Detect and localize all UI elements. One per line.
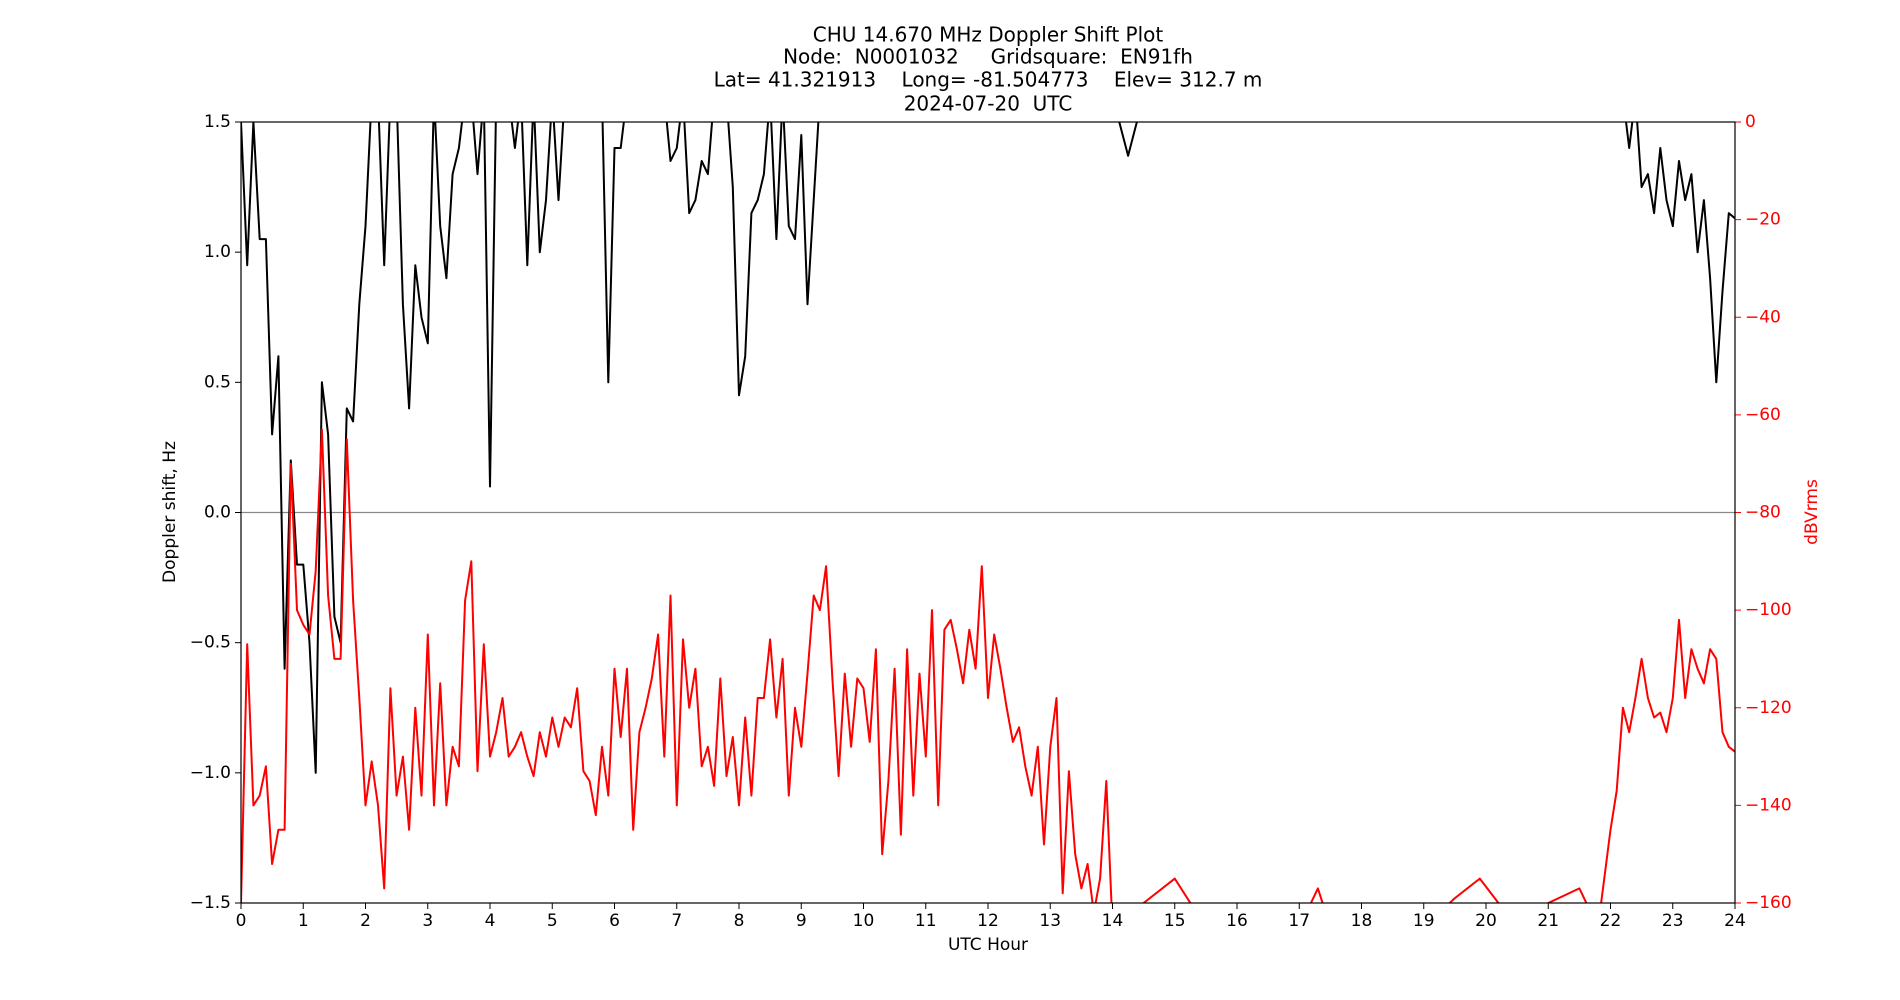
y-tick-label: 1.0 xyxy=(204,242,231,262)
x-tick-label: 1 xyxy=(298,911,309,931)
x-tick-label: 14 xyxy=(1102,911,1124,931)
y-tick-label: −0.5 xyxy=(190,633,231,653)
x-tick-label: 10 xyxy=(853,911,875,931)
x-tick-label: 3 xyxy=(422,911,433,931)
x-tick-label: 18 xyxy=(1351,911,1373,931)
x-tick-label: 11 xyxy=(915,911,937,931)
x-tick-label: 0 xyxy=(236,911,247,931)
y2-tick-label: −60 xyxy=(1745,405,1781,425)
x-tick-label: 13 xyxy=(1039,911,1061,931)
y2-tick-label: −160 xyxy=(1745,893,1792,913)
plot-frame xyxy=(240,121,1736,904)
y-tick-label: −1.5 xyxy=(190,893,231,913)
x-tick-label: 8 xyxy=(734,911,745,931)
y-tick-label: 0.0 xyxy=(204,503,231,523)
x-tick-label: 12 xyxy=(977,911,999,931)
x-tick-label: 15 xyxy=(1164,911,1186,931)
plot-area xyxy=(241,122,1735,903)
x-tick-label: 23 xyxy=(1662,911,1684,931)
x-tick-label: 20 xyxy=(1475,911,1497,931)
x-tick-label: 6 xyxy=(609,911,620,931)
data-line xyxy=(241,122,1735,774)
y-tick-label: 0.5 xyxy=(204,372,231,392)
y-axis-label: Doppler shift, Hz xyxy=(160,441,180,583)
y-tick-label: −1.0 xyxy=(190,763,231,783)
x-tick-label: 5 xyxy=(547,911,558,931)
x-tick-label: 24 xyxy=(1724,911,1746,931)
data-line xyxy=(241,428,1735,903)
y2-axis-label: dBVrms xyxy=(1802,479,1822,545)
chart-title: 2024-07-20 UTC xyxy=(904,92,1073,116)
y2-tick-label: −40 xyxy=(1745,307,1781,327)
x-tick-label: 16 xyxy=(1226,911,1248,931)
y2-tick-label: −120 xyxy=(1745,698,1792,718)
y2-tick-label: −80 xyxy=(1745,503,1781,523)
y2-tick-label: −20 xyxy=(1745,210,1781,230)
x-tick-label: 19 xyxy=(1413,911,1435,931)
y2-tick-label: −140 xyxy=(1745,795,1792,815)
chart-title: CHU 14.670 MHz Doppler Shift Plot xyxy=(813,23,1164,47)
x-axis-label: UTC Hour xyxy=(948,935,1028,955)
chart-title: Node: N0001032 Gridsquare: EN91fh xyxy=(783,45,1193,69)
x-tick-label: 21 xyxy=(1537,911,1559,931)
chart-title: Lat= 41.321913 Long= -81.504773 Elev= 31… xyxy=(714,68,1263,92)
x-tick-label: 9 xyxy=(796,911,807,931)
x-tick-label: 7 xyxy=(671,911,682,931)
x-tick-label: 22 xyxy=(1600,911,1622,931)
y2-tick-label: 0 xyxy=(1745,112,1756,132)
x-tick-label: 17 xyxy=(1288,911,1310,931)
y2-tick-label: −100 xyxy=(1745,600,1792,620)
y-tick-label: 1.5 xyxy=(204,112,231,132)
x-tick-label: 2 xyxy=(360,911,371,931)
x-tick-label: 4 xyxy=(485,911,496,931)
